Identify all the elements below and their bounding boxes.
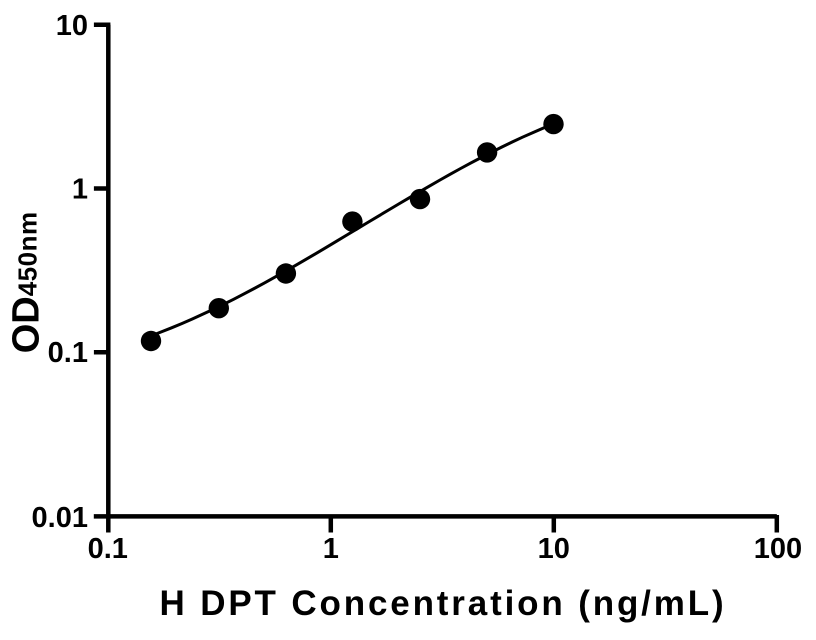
svg-text:H DPT Concentration (ng/mL): H DPT Concentration (ng/mL) (160, 584, 727, 623)
svg-text:100: 100 (754, 533, 802, 565)
svg-text:OD450nm: OD450nm (6, 211, 48, 353)
svg-text:10: 10 (538, 533, 570, 565)
svg-text:1: 1 (72, 174, 88, 206)
svg-text:10: 10 (56, 10, 88, 42)
svg-text:0.1: 0.1 (48, 337, 88, 369)
svg-text:0.01: 0.01 (32, 502, 88, 534)
svg-text:0.1: 0.1 (88, 533, 128, 565)
svg-text:1: 1 (323, 533, 339, 565)
